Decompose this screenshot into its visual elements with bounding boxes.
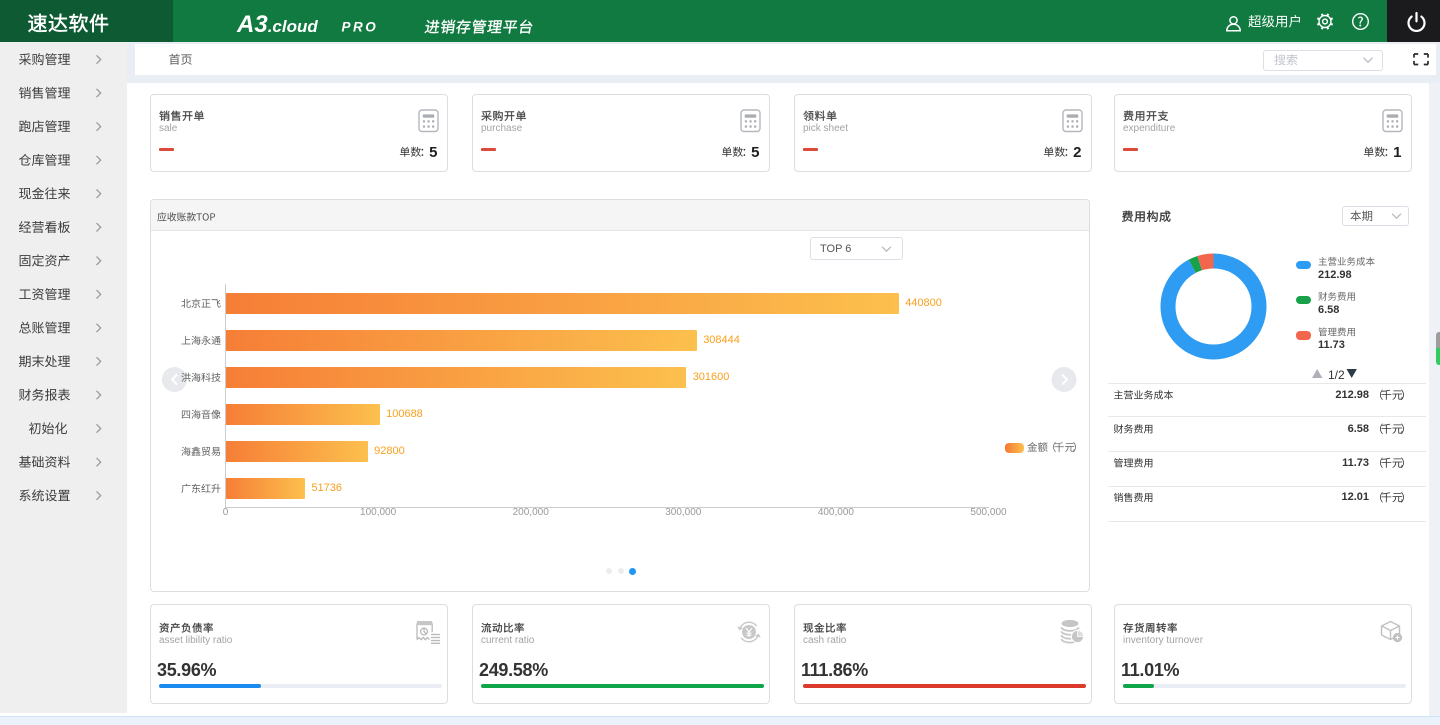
svg-text:PRO: PRO (342, 20, 379, 35)
svg-text:A3.cloud: A3.cloud (236, 11, 318, 38)
